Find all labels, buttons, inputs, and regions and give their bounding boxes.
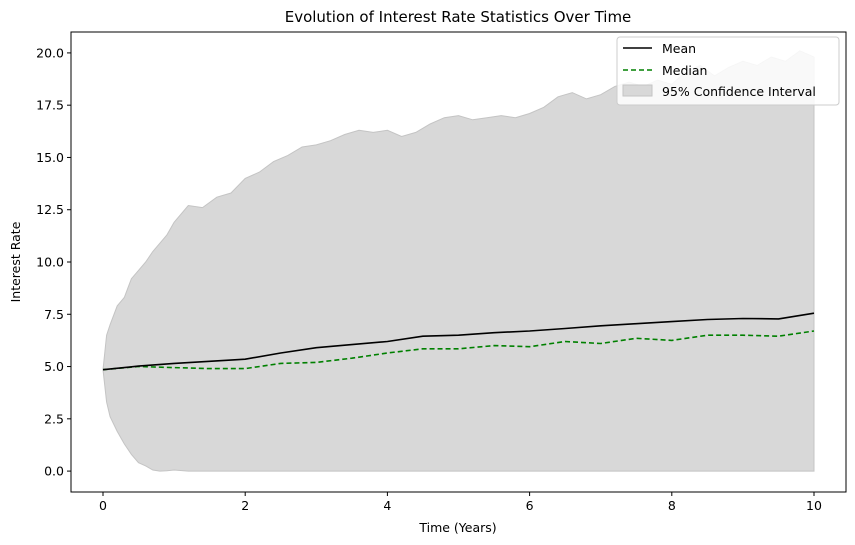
x-tick-label: 10 bbox=[806, 498, 822, 513]
legend: Mean Median 95% Confidence Interval bbox=[616, 36, 840, 106]
x-tick-label: 4 bbox=[383, 498, 391, 513]
y-tick-label: 20.0 bbox=[36, 45, 64, 60]
median-line bbox=[102, 330, 815, 371]
x-tick-label: 6 bbox=[526, 498, 534, 513]
y-tick-label: 10.0 bbox=[36, 255, 64, 270]
x-tick-label: 0 bbox=[99, 498, 107, 513]
legend-box bbox=[616, 36, 840, 106]
x-axis-label: Time (Years) bbox=[418, 520, 496, 535]
y-axis-label: Interest Rate bbox=[8, 221, 23, 302]
x-tick-label: 8 bbox=[668, 498, 676, 513]
x-tick-label: 2 bbox=[241, 498, 249, 513]
y-tick-label: 0.0 bbox=[44, 464, 64, 479]
confidence-band-layer bbox=[102, 50, 815, 472]
y-tick-label: 15.0 bbox=[36, 150, 64, 165]
legend-band-swatch bbox=[622, 84, 653, 97]
y-axis: 0.0 2.5 5.0 7.5 10.0 12.5 15.0 17.5 20.0 bbox=[36, 45, 71, 479]
confidence-band bbox=[102, 50, 815, 472]
legend-mean-label: Mean bbox=[662, 41, 696, 56]
y-tick-label: 7.5 bbox=[44, 307, 64, 322]
y-tick-label: 5.0 bbox=[44, 359, 64, 374]
y-tick-label: 2.5 bbox=[44, 411, 64, 426]
y-tick-label: 17.5 bbox=[36, 98, 64, 113]
x-axis: 0 2 4 6 8 10 bbox=[99, 492, 822, 513]
y-tick-label: 12.5 bbox=[36, 202, 64, 217]
series-lines-layer bbox=[102, 312, 815, 371]
chart-title: Evolution of Interest Rate Statistics Ov… bbox=[285, 8, 632, 26]
mean-line bbox=[102, 312, 815, 371]
legend-band-label: 95% Confidence Interval bbox=[662, 84, 816, 99]
legend-median-label: Median bbox=[662, 63, 707, 78]
